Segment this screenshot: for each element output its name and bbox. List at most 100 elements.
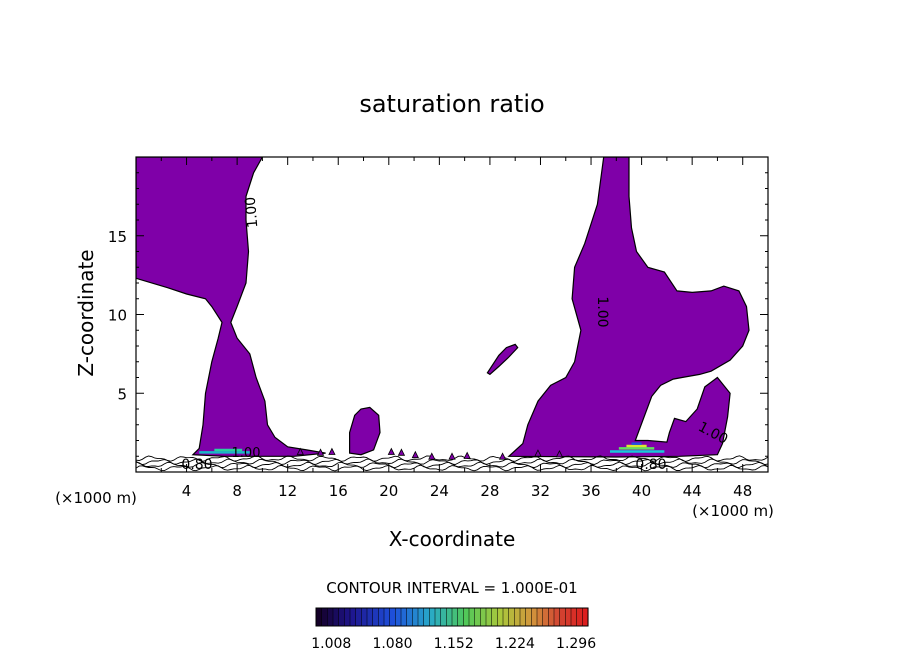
- supersaturated-region: [349, 406, 381, 456]
- small-supersaturated-cell: [534, 449, 542, 457]
- colorbar-cell: [417, 607, 425, 627]
- x-tick-label: 12: [278, 482, 297, 500]
- colorbar-cell: [576, 607, 583, 627]
- small-supersaturated-cell: [328, 447, 336, 455]
- surface-contour-line: [136, 461, 768, 469]
- colorbar-cell: [519, 607, 527, 627]
- colorbar-cell: [514, 607, 521, 627]
- x-tick-label: 40: [632, 482, 651, 500]
- colorbar-cell: [338, 607, 345, 627]
- colorbar-cell: [372, 607, 379, 627]
- surface-contours: [136, 442, 768, 472]
- small-supersaturated-cell: [448, 452, 456, 460]
- x-axis-label: X-coordinate: [389, 527, 516, 551]
- x-tick-label: 36: [581, 482, 600, 500]
- colorbar-cell: [423, 607, 430, 627]
- contour-label: 1.00: [594, 296, 610, 327]
- x-tick-label: 44: [683, 482, 702, 500]
- contour-interval-text: CONTOUR INTERVAL = 1.000E-01: [326, 579, 577, 597]
- x-unit-label: (×1000 m): [55, 489, 137, 507]
- colorbar-tick-label: 1.296: [556, 636, 596, 652]
- colorbar-tick-label: 1.008: [311, 636, 351, 652]
- colorbar-cell: [565, 607, 572, 627]
- colorbar-cell: [344, 607, 351, 627]
- x-tick-label: 20: [379, 482, 398, 500]
- small-supersaturated-cell: [463, 451, 471, 459]
- colorbar-cell: [480, 607, 487, 627]
- colorbar-cell: [400, 607, 408, 627]
- colorbar-cell: [332, 607, 340, 627]
- contour-label: 0.80: [635, 457, 666, 473]
- x-tick-label: 48: [733, 482, 752, 500]
- small-supersaturated-cell: [387, 447, 395, 455]
- surface-contour-line: [136, 458, 768, 466]
- small-supersaturated-cell: [316, 448, 325, 456]
- colorbar-cell: [474, 607, 481, 627]
- supersaturated-region: [486, 343, 519, 376]
- supersaturated-regions: [136, 157, 750, 458]
- colorbar-cell: [349, 607, 357, 627]
- colorbar-cell: [429, 607, 436, 627]
- colorbar-cell: [468, 607, 476, 627]
- colorbar-cell: [536, 607, 544, 627]
- colorbar-cell: [548, 607, 555, 627]
- colorbar-cell: [508, 607, 515, 627]
- surface-contour-line: [136, 455, 768, 462]
- y-tick-label: 10: [108, 307, 127, 325]
- small-supersaturated-cell: [411, 450, 419, 459]
- colorbar-cell: [446, 607, 453, 627]
- small-supersaturated-cell: [555, 449, 564, 458]
- colorbar-cell: [582, 607, 589, 627]
- x-axis-ticks: 4 8 12 16 20 24 28 32 36 40 44 48: [160, 157, 752, 500]
- colorbar-cell: [440, 607, 447, 627]
- x-tick-label: 8: [232, 482, 242, 500]
- colorbar-cell: [559, 607, 566, 627]
- colorbar-cell: [451, 607, 459, 627]
- small-supersaturated-cell: [397, 448, 406, 456]
- contour-label: 1.00: [243, 196, 262, 228]
- supersaturated-region: [136, 157, 326, 457]
- x-tick-label: 28: [480, 482, 499, 500]
- colorbar-cell: [315, 607, 323, 627]
- colorbar-cell: [406, 607, 413, 627]
- colorbar-cell: [485, 607, 493, 627]
- colorbar: [315, 607, 589, 627]
- colorbar-cell: [361, 607, 368, 627]
- colorbar-cell: [355, 607, 362, 627]
- colorbar-cell: [366, 607, 374, 627]
- z-unit-label: (×1000 m): [692, 502, 774, 520]
- chart-title: saturation ratio: [359, 90, 544, 118]
- colorbar-cell: [321, 607, 328, 627]
- colorbar-cell: [457, 607, 464, 627]
- colorbar-cell: [502, 607, 510, 627]
- colorbar-frame: [315, 607, 589, 627]
- colorbar-cell: [491, 607, 498, 627]
- colorbar-cell: [553, 607, 561, 627]
- small-supersaturated-cell: [296, 447, 304, 455]
- small-supersaturated-cell: [498, 452, 507, 460]
- x-tick-label: 4: [182, 482, 192, 500]
- y-tick-label: 5: [117, 385, 127, 403]
- y-axis-label: Z-coordinate: [74, 249, 98, 376]
- contour-label: 1.00: [232, 446, 261, 461]
- colorbar-cell: [383, 607, 391, 627]
- colorbar-cell: [395, 607, 402, 627]
- colorbar-cell: [531, 607, 538, 627]
- colorbar-cell: [525, 607, 532, 627]
- colorbar-cell: [327, 607, 334, 627]
- colorbar-cell: [389, 607, 396, 627]
- colorbar-cell: [542, 607, 549, 627]
- y-tick-label: 15: [108, 228, 127, 246]
- surface-contour-line: [136, 464, 768, 472]
- colorbar-cell: [570, 607, 578, 627]
- colorbar-tick-label: 1.152: [434, 636, 474, 652]
- colorbar-cell: [497, 607, 504, 627]
- supersaturated-region: [507, 157, 750, 458]
- colorbar-cell: [412, 607, 419, 627]
- x-tick-label: 32: [531, 482, 550, 500]
- colorbar-tick-labels: 1.008 1.080 1.152 1.224 1.296: [311, 636, 596, 652]
- colorbar-cell: [463, 607, 470, 627]
- x-tick-label: 16: [329, 482, 348, 500]
- colorbar-tick-label: 1.080: [372, 636, 412, 652]
